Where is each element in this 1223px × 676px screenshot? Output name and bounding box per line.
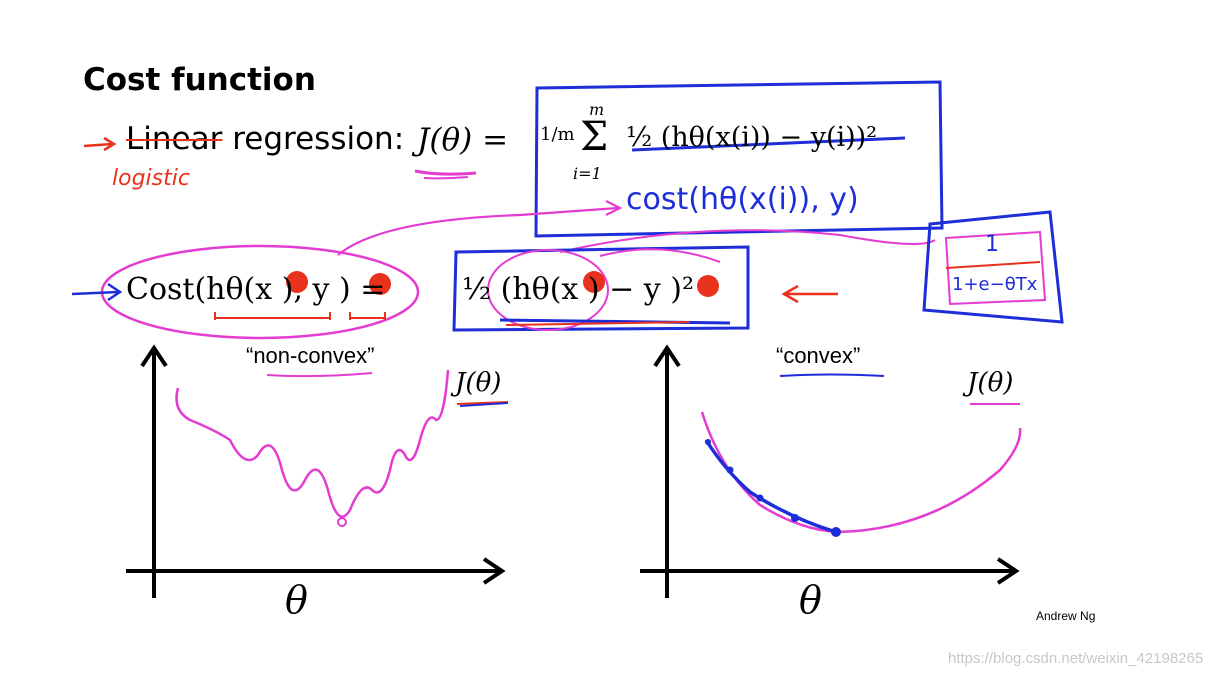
gradient-descent-path: [704, 439, 837, 534]
sum-term: ½ (hθ(x(i)) − y(i))²: [626, 122, 878, 153]
linear-word: Linear: [126, 121, 223, 157]
red-left-arrow-icon: [781, 284, 838, 304]
theta-axis-label-right: θ: [799, 578, 822, 622]
sigmoid-box: [922, 210, 1064, 324]
cost-rhs: ½ (hθ(x ) − y )²: [462, 272, 694, 307]
cost-lhs: Cost(hθ(x ), y ) =: [126, 272, 386, 307]
sum-upper: m: [589, 100, 605, 119]
theta-axis-label-left: θ: [285, 578, 308, 622]
author-credit: Andrew Ng: [1036, 609, 1096, 623]
magenta-arrow-icon: [337, 206, 619, 256]
one-over-m: 1/m: [540, 124, 575, 145]
linear-regression-line: Linear regression:: [126, 121, 404, 157]
sigmoid-numerator: 1: [985, 232, 999, 257]
left-plot-axes: [126, 344, 506, 598]
blue-arrow-icon: [71, 282, 123, 302]
slide-title: Cost function: [83, 62, 316, 98]
formula-box-top: [534, 80, 944, 238]
red-arrow-icon: [83, 136, 117, 152]
regression-word: regression:: [232, 121, 405, 157]
red-scribble: [286, 271, 308, 293]
watermark: https://blog.csdn.net/weixin_42198265: [948, 650, 1204, 667]
caption-non-convex: “non-convex”: [246, 343, 375, 368]
sum-symbol: Σ: [580, 114, 609, 160]
handwritten-cost: cost(hθ(x(i)), y): [626, 182, 859, 217]
convex-curve: [700, 411, 1022, 534]
caption-convex: “convex”: [776, 343, 861, 368]
handwritten-logistic: logistic: [112, 166, 190, 191]
j-theta-label-left: J(θ): [455, 368, 502, 398]
j-theta-lhs: J(θ) =: [417, 122, 509, 158]
sigmoid-denominator: 1+e−θTx: [952, 274, 1038, 295]
non-convex-curve: [175, 369, 450, 518]
strike-line: [631, 136, 906, 152]
j-underline: [414, 169, 477, 176]
sum-lower: i=1: [573, 164, 602, 183]
right-plot-axes: [640, 344, 1020, 598]
j-theta-label-right: J(θ): [967, 368, 1014, 398]
